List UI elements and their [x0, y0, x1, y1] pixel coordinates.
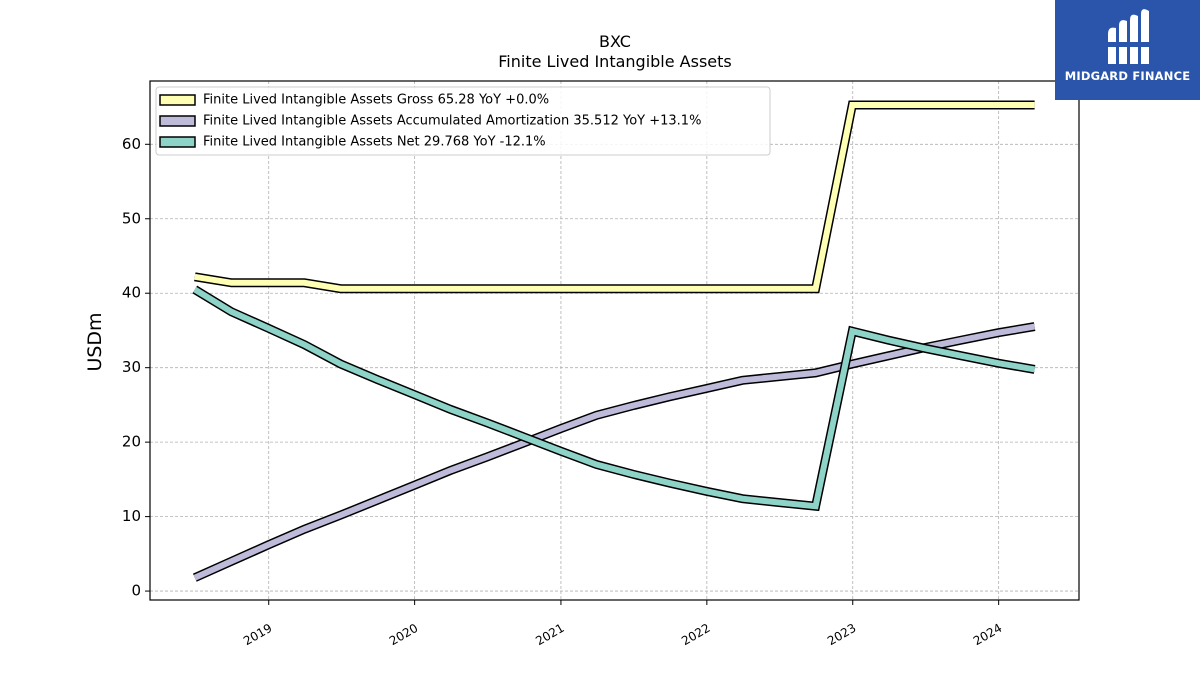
x-tick-label: 2024 — [971, 621, 1004, 648]
brand-logo-text: MIDGARD FINANCE — [1064, 69, 1191, 83]
x-tick-label: 2021 — [533, 621, 566, 648]
legend-entry: Finite Lived Intangible Assets Accumulat… — [203, 114, 701, 129]
legend: Finite Lived Intangible Assets Gross 65.… — [155, 86, 771, 156]
y-tick-label: 40 — [122, 284, 141, 302]
legend-entry: Finite Lived Intangible Assets Net 29.76… — [203, 135, 546, 150]
x-tick-label: 2023 — [825, 621, 858, 648]
x-tick-label: 2022 — [679, 621, 712, 648]
plot-frame — [149, 80, 1080, 601]
y-tick-label: 0 — [131, 582, 141, 600]
x-tick-label: 2020 — [387, 621, 420, 648]
grid — [150, 81, 1079, 600]
y-tick-label: 50 — [122, 209, 141, 227]
brand-logo: MIDGARD FINANCE — [1055, 0, 1200, 100]
x-axis: 2019 2020 2021 2022 2023 2024 — [241, 600, 1004, 648]
y-axis: 0 10 20 30 40 50 60 — [122, 135, 150, 600]
legend-entry: Finite Lived Intangible Assets Gross 65.… — [203, 93, 549, 108]
x-tick-label: 2019 — [241, 621, 274, 648]
series-outline — [192, 285, 1036, 512]
chart-title: BXC — [599, 32, 631, 51]
y-tick-label: 30 — [122, 358, 141, 376]
y-tick-label: 20 — [122, 433, 141, 451]
y-tick-label: 60 — [122, 135, 141, 153]
series-outline — [192, 322, 1036, 582]
y-tick-label: 10 — [122, 507, 141, 525]
legend-swatch — [159, 136, 196, 148]
chart-subtitle: Finite Lived Intangible Assets — [498, 52, 731, 71]
series-line — [193, 286, 1036, 510]
legend-swatch — [159, 115, 196, 127]
series-line — [194, 102, 1035, 292]
legend-box — [155, 86, 771, 156]
y-axis-label: USDm — [84, 312, 106, 371]
series-lines — [192, 100, 1036, 582]
brand-mark-icon — [1108, 9, 1149, 65]
legend-swatch — [159, 94, 196, 106]
series-line — [193, 323, 1036, 581]
